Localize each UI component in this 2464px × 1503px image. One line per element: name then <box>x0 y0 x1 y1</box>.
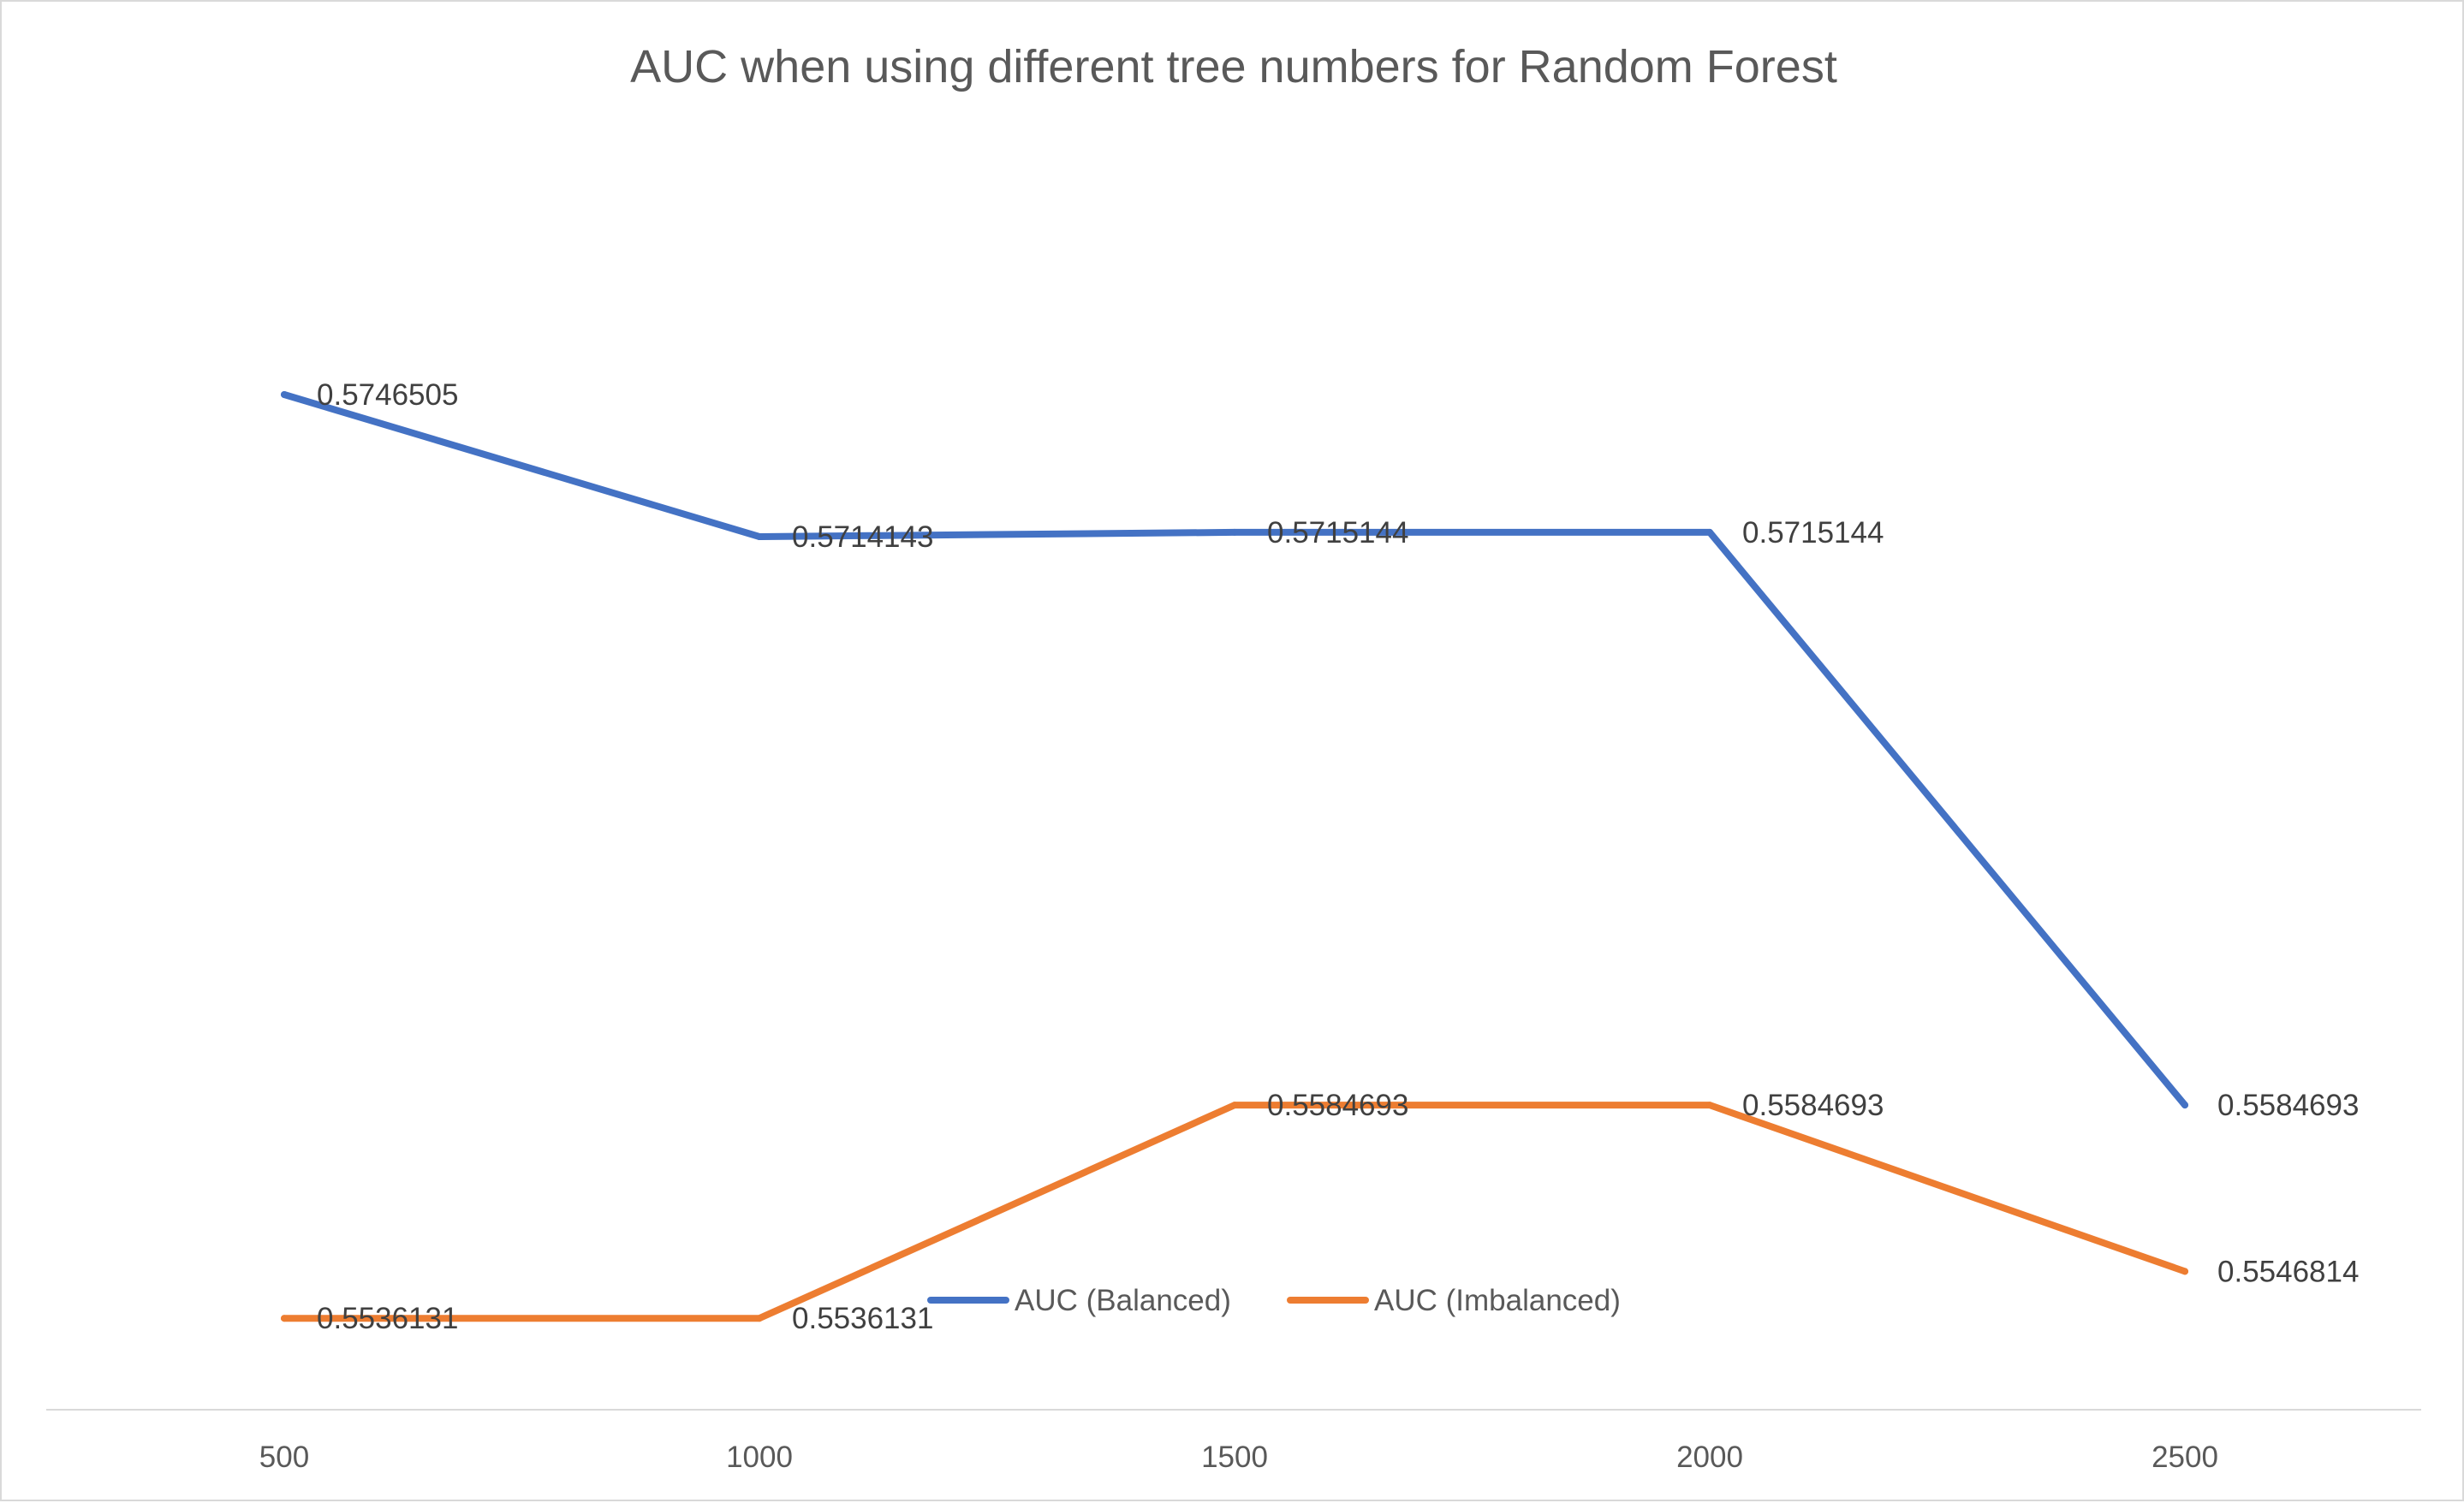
chart-title: AUC when using different tree numbers fo… <box>630 41 1837 92</box>
data-label: 0.5536131 <box>792 1302 933 1335</box>
x-tick-label: 2000 <box>1676 1441 1743 1474</box>
data-point <box>2181 1102 2188 1109</box>
series-line-2 <box>281 1102 2188 1322</box>
x-tick-label: 1500 <box>1201 1441 1268 1474</box>
data-label: 0.5584693 <box>1742 1089 1884 1122</box>
x-tick-label: 500 <box>259 1441 309 1474</box>
data-point <box>1231 1102 1238 1109</box>
data-label: 0.5715144 <box>1742 516 1884 550</box>
data-label: 0.5584693 <box>1267 1089 1408 1122</box>
x-axis-ticks: 500 1000 1500 2000 2500 <box>259 1441 2218 1474</box>
data-point <box>281 391 288 398</box>
data-point <box>1706 528 1713 536</box>
series-layer <box>281 391 2188 1322</box>
data-labels-layer: 0.5746505 0.5714143 0.5715144 0.5715144 0.55… <box>317 378 2359 1335</box>
data-point <box>2181 1268 2188 1275</box>
data-label: 0.5746505 <box>317 378 458 412</box>
data-label: 0.5584693 <box>2217 1089 2359 1122</box>
legend-label: AUC (Balanced) <box>1015 1284 1231 1317</box>
data-label: 0.5715144 <box>1267 516 1408 550</box>
legend-item[interactable]: AUC (Imbalanced) <box>1287 1284 1621 1317</box>
data-label: 0.5546814 <box>2217 1255 2359 1288</box>
data-label: 0.5536131 <box>317 1302 458 1335</box>
data-point <box>756 533 763 540</box>
x-tick-label: 1000 <box>726 1441 793 1474</box>
legend[interactable]: AUC (Balanced) AUC (Imbalanced) <box>927 1284 1621 1317</box>
data-point <box>281 1315 288 1322</box>
data-point <box>1231 528 1238 536</box>
data-point <box>756 1315 763 1322</box>
x-tick-label: 2500 <box>2152 1441 2218 1474</box>
legend-label: AUC (Imbalanced) <box>1374 1284 1621 1317</box>
legend-item[interactable]: AUC (Balanced) <box>927 1284 1231 1317</box>
data-point <box>1706 1102 1713 1109</box>
series-line-1 <box>281 391 2188 1109</box>
data-label: 0.5714143 <box>792 520 933 554</box>
